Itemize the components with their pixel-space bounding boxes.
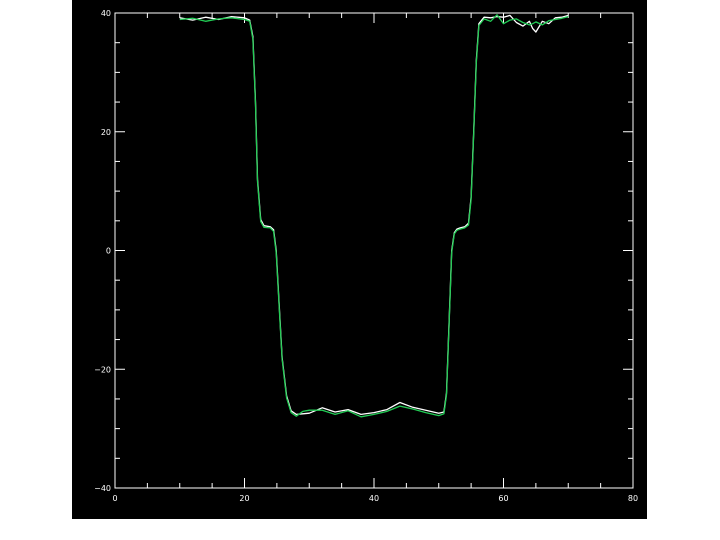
plot-area-frame — [114, 12, 634, 489]
x-tick-label: 40 — [369, 494, 379, 503]
axis-ticks — [114, 12, 634, 489]
x-tick-label: 60 — [498, 494, 508, 503]
plot-panel: 0 20 40 60 80 −40 −20 0 20 40 — [72, 0, 647, 519]
x-tick-label: 0 — [112, 494, 117, 503]
y-tick-label: −40 — [94, 484, 111, 493]
series-line-1 — [179, 14, 569, 416]
axis-tick-labels: 0 20 40 60 80 −40 −20 0 20 40 — [94, 9, 638, 503]
y-tick-label: 0 — [106, 247, 111, 256]
series-line-2 — [179, 14, 569, 418]
y-tick-label: −20 — [94, 365, 111, 374]
x-tick-label: 80 — [628, 494, 638, 503]
y-tick-label: 20 — [101, 128, 111, 137]
x-tick-label: 20 — [239, 494, 249, 503]
series-layer — [179, 14, 569, 418]
line-chart: 0 20 40 60 80 −40 −20 0 20 40 — [94, 9, 638, 503]
y-tick-label: 40 — [101, 9, 111, 18]
